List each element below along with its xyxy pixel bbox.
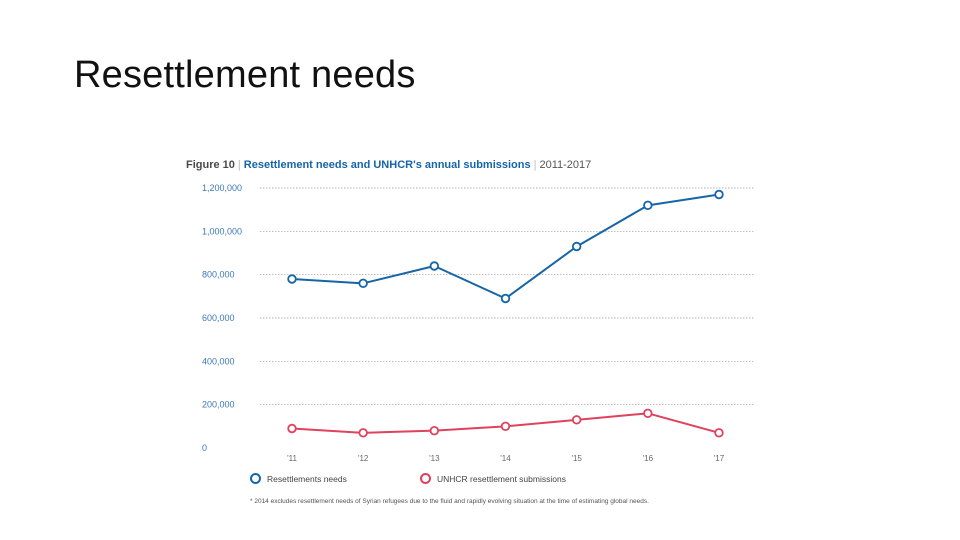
data-point bbox=[287, 274, 297, 284]
x-tick-label: '15 bbox=[571, 454, 582, 463]
y-tick-label: 800,000 bbox=[202, 270, 235, 280]
data-point bbox=[571, 415, 582, 425]
chart-footnote: * 2014 excludes resettlement needs of Sy… bbox=[250, 498, 649, 505]
chart-figure: Figure 10 | Resettlement needs and UNHCR's… bbox=[180, 152, 770, 522]
data-point bbox=[429, 425, 440, 436]
legend-marker-needs bbox=[250, 473, 261, 484]
data-point bbox=[500, 421, 511, 432]
data-point bbox=[714, 189, 724, 200]
x-tick-label: '17 bbox=[714, 454, 725, 463]
legend-label-needs: Resettlements needs bbox=[267, 473, 347, 484]
legend-item-needs: Resettlements needs bbox=[250, 473, 347, 484]
data-point bbox=[358, 428, 368, 438]
figure-title: Resettlement needs and UNHCR's annual su… bbox=[243, 159, 531, 171]
y-tick-label: 1,000,000 bbox=[202, 226, 242, 236]
y-tick-label: 200,000 bbox=[202, 400, 235, 410]
line-chart: 0 200,000 400,000 600,000 800,000 1,000,000 1,… bbox=[202, 183, 755, 463]
figure-number: Figure 10 bbox=[186, 159, 235, 171]
y-tick-label: 0 bbox=[202, 443, 207, 453]
figure-range: 2011-2017 bbox=[539, 159, 592, 171]
figure-separator: | bbox=[237, 159, 241, 171]
data-point bbox=[714, 428, 724, 438]
y-tick-label: 1,200,000 bbox=[202, 183, 242, 193]
x-tick-label: '16 bbox=[643, 454, 654, 463]
figure-separator: | bbox=[533, 159, 537, 171]
data-point bbox=[429, 261, 440, 271]
data-point bbox=[287, 423, 297, 434]
data-point bbox=[643, 200, 653, 211]
data-point bbox=[358, 278, 368, 289]
x-tick-label: '14 bbox=[500, 454, 511, 463]
page-title: Resettlement needs bbox=[74, 54, 416, 96]
x-tick-label: '12 bbox=[358, 454, 369, 463]
legend-label-submissions: UNHCR resettlement submissions bbox=[437, 473, 566, 484]
legend-marker-submissions bbox=[420, 473, 431, 484]
series-line bbox=[291, 193, 720, 300]
data-point bbox=[571, 241, 582, 252]
data-point bbox=[643, 408, 653, 419]
data-point bbox=[500, 293, 511, 304]
y-tick-label: 400,000 bbox=[202, 356, 235, 366]
x-tick-label: '13 bbox=[429, 454, 440, 463]
y-tick-label: 600,000 bbox=[202, 313, 235, 323]
legend-item-submissions: UNHCR resettlement submissions bbox=[420, 473, 566, 484]
x-tick-label: '11 bbox=[287, 454, 297, 463]
figure-heading: Figure 10 | Resettlement needs and UNHCR's… bbox=[186, 159, 591, 171]
